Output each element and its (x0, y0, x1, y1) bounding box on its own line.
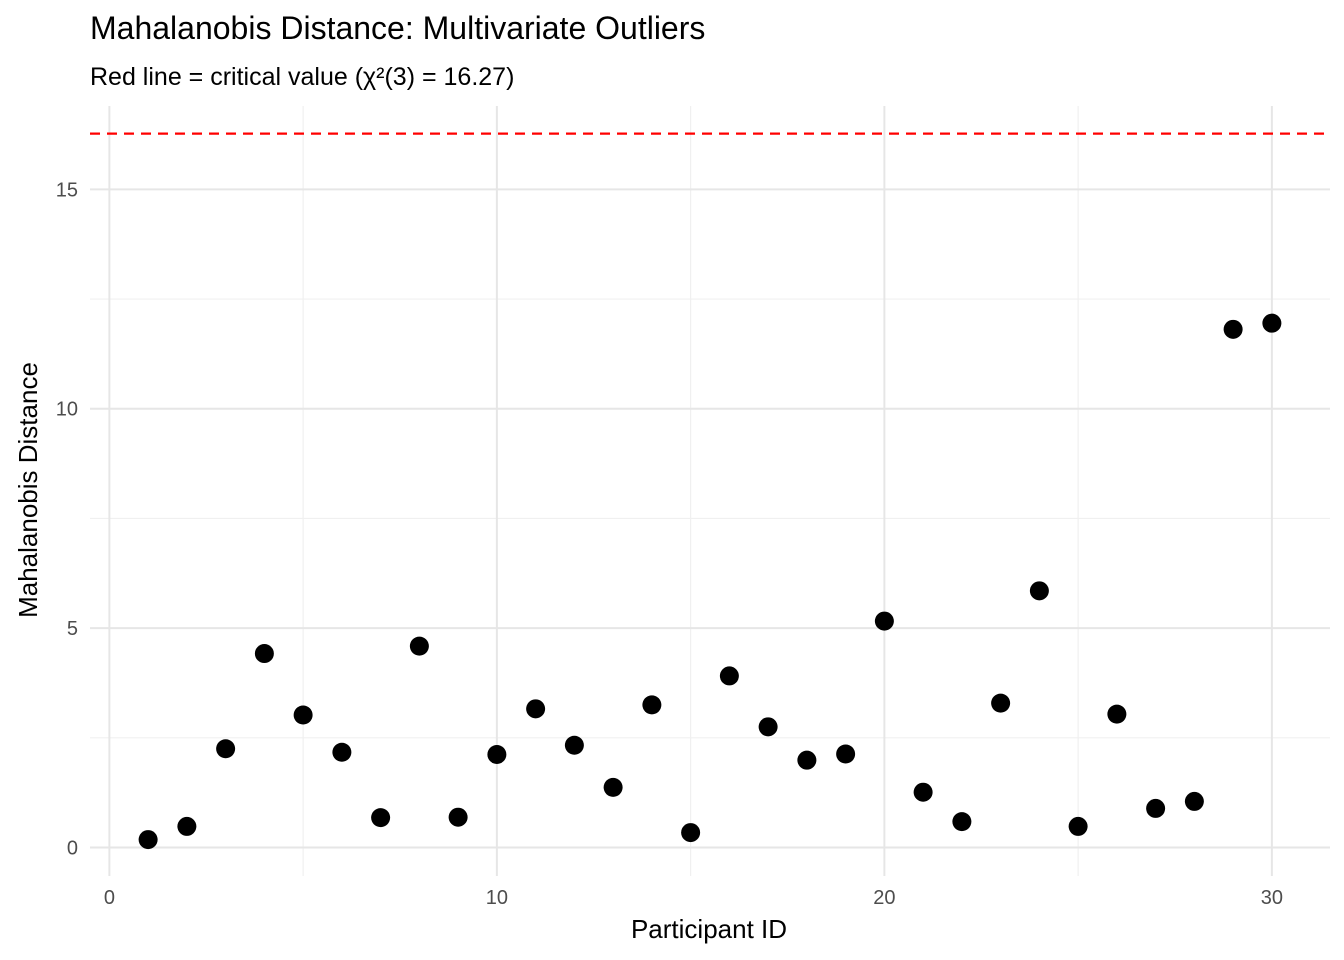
data-point (836, 744, 856, 764)
data-point (642, 695, 662, 715)
data-point (487, 744, 507, 764)
chart-title: Mahalanobis Distance: Multivariate Outli… (90, 10, 705, 46)
y-tick-label: 15 (56, 179, 78, 201)
y-tick-label: 10 (56, 399, 78, 421)
data-point (952, 812, 972, 832)
x-tick-label: 0 (104, 887, 115, 909)
y-tick-label: 5 (67, 618, 78, 640)
y-tick-label: 0 (67, 837, 78, 859)
data-point (991, 693, 1011, 713)
data-point (913, 782, 933, 802)
data-point (681, 823, 701, 843)
data-point (177, 816, 197, 836)
data-point (1184, 791, 1204, 811)
data-point (1029, 581, 1049, 601)
data-point (564, 735, 584, 755)
data-point (1223, 319, 1243, 339)
data-point (603, 777, 623, 797)
x-tick-label: 10 (486, 887, 508, 909)
data-point (138, 830, 158, 850)
tick-labels: 0 10 20 30 0 5 10 15 (56, 179, 1283, 909)
data-point (254, 644, 274, 664)
data-points (138, 313, 1282, 850)
data-point (758, 717, 778, 737)
data-point (1146, 798, 1166, 818)
data-point (1262, 313, 1282, 333)
data-point (1068, 816, 1088, 836)
y-axis-title: Mahalanobis Distance (13, 362, 43, 618)
data-point (448, 807, 468, 827)
grid (90, 106, 1330, 876)
data-point (874, 611, 894, 631)
data-point (216, 739, 236, 759)
data-point (1107, 704, 1127, 724)
data-point (371, 808, 391, 828)
data-point (797, 750, 817, 770)
data-point (526, 699, 546, 719)
data-point (719, 666, 739, 686)
x-axis-title: Participant ID (631, 914, 787, 944)
chart-subtitle: Red line = critical value (χ²(3) = 16.27… (90, 63, 514, 91)
x-tick-label: 20 (873, 887, 895, 909)
data-point (332, 742, 352, 762)
data-point (293, 705, 313, 725)
x-tick-label: 30 (1261, 887, 1283, 909)
data-point (409, 636, 429, 656)
